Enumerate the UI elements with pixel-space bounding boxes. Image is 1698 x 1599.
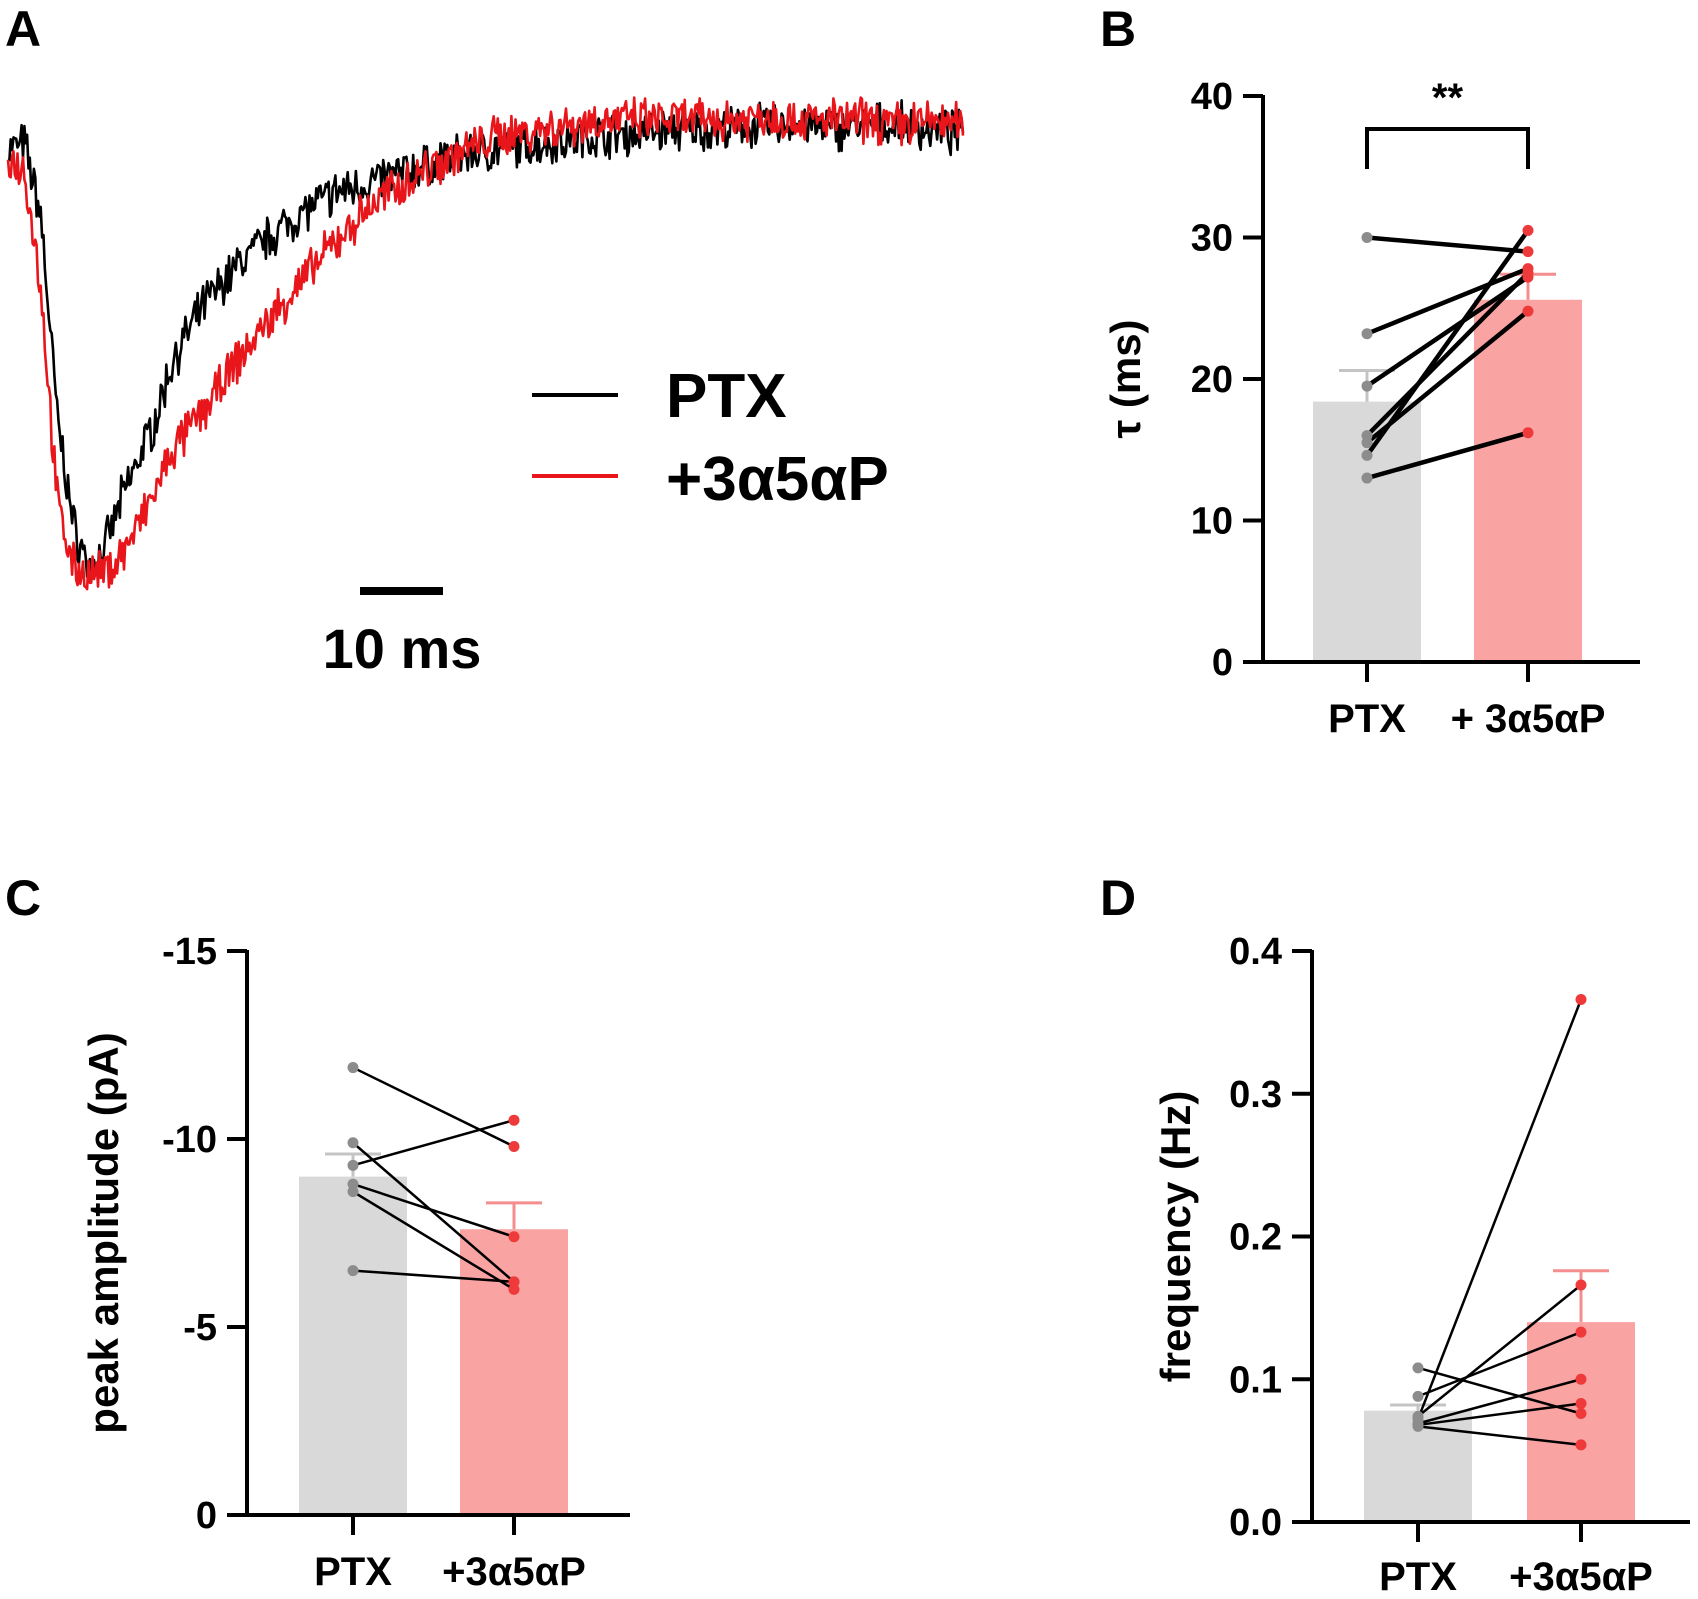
data-point-drug — [1575, 994, 1587, 1006]
x-tick-label: +3α5αP — [442, 1550, 586, 1594]
trace-group — [6, 96, 965, 591]
data-point-ptx — [1361, 449, 1373, 461]
data-point-drug — [508, 1114, 520, 1126]
y-axis-title: peak amplitude (pA) — [80, 1032, 127, 1433]
scale-bar-label: 10 ms — [323, 617, 482, 680]
data-point-ptx — [347, 1265, 359, 1277]
data-point-ptx — [347, 1137, 359, 1149]
data-point-ptx — [1412, 1362, 1424, 1374]
y-tick-label: 0.2 — [1229, 1217, 1282, 1259]
y-tick-label: 30 — [1191, 218, 1233, 260]
data-point-drug — [1522, 427, 1534, 439]
paired-line — [1416, 999, 1583, 1420]
y-axis-title: frequency (Hz) — [1152, 1091, 1199, 1383]
panel-label-b: B — [1100, 1, 1136, 57]
data-point-ptx — [347, 1159, 359, 1171]
paired-line — [352, 1141, 515, 1283]
legend-label-ptx: PTX — [666, 362, 787, 431]
data-point-drug — [508, 1141, 520, 1153]
data-point-drug — [1575, 1373, 1587, 1385]
data-point-drug — [508, 1283, 520, 1295]
paired-line — [1366, 430, 1529, 481]
x-tick-label: PTX — [1328, 697, 1406, 741]
data-point-ptx — [347, 1178, 359, 1190]
data-point-ptx — [1361, 232, 1373, 243]
data-point-drug — [1522, 267, 1534, 279]
bar-drug — [1527, 1322, 1635, 1522]
paired-line — [352, 1118, 515, 1167]
paired-line — [1417, 1402, 1582, 1427]
data-point-drug — [1522, 305, 1534, 317]
panel-b-tau-chart: 0 10 20 30 40 PTX + 3α5αP τ (ms) ** — [1102, 76, 1640, 741]
data-point-ptx — [1361, 437, 1373, 449]
y-tick-label: 0.4 — [1229, 931, 1282, 973]
data-point-drug — [1575, 1398, 1587, 1410]
legend-label-drug: +3α5αP — [666, 445, 889, 514]
y-tick-label: -10 — [162, 1119, 217, 1161]
panel-label-d: D — [1100, 870, 1136, 926]
data-point-drug — [508, 1276, 520, 1288]
panel-label-a: A — [5, 1, 41, 57]
data-point-drug — [1522, 224, 1534, 236]
trace-drug — [6, 96, 965, 591]
paired-line — [1417, 1284, 1582, 1418]
bar-drug — [1474, 299, 1582, 662]
data-point-ptx — [1361, 380, 1373, 392]
y-tick-label: 0.1 — [1229, 1359, 1282, 1401]
paired-line — [1365, 271, 1530, 438]
panel-d-frequency-chart: 0.0 0.1 0.2 0.3 0.4 PTX +3α5αP frequency (Hz) — [1152, 931, 1690, 1599]
panel-label-c: C — [5, 870, 41, 926]
y-tick-label: -5 — [183, 1307, 217, 1349]
data-point-ptx — [1412, 1390, 1424, 1402]
paired-line — [1365, 229, 1530, 457]
paired-line — [1366, 235, 1529, 254]
data-point-drug — [1575, 1408, 1587, 1420]
y-tick-label: 0 — [1212, 642, 1233, 684]
significance-bracket — [1365, 127, 1530, 169]
x-tick-label: PTX — [1379, 1555, 1457, 1599]
data-point-drug — [508, 1231, 520, 1243]
x-tick-label: + 3α5αP — [1451, 697, 1606, 741]
y-tick-label: 0.0 — [1229, 1502, 1282, 1544]
data-point-drug — [1575, 1326, 1587, 1338]
data-point-ptx — [347, 1062, 359, 1074]
paired-line — [352, 1190, 515, 1291]
data-point-drug — [1575, 1279, 1587, 1291]
y-axis-title: τ (ms) — [1102, 319, 1149, 438]
y-tick-label: 0 — [196, 1495, 217, 1537]
y-tick-label: 0.3 — [1229, 1074, 1282, 1116]
y-tick-label: 10 — [1191, 501, 1233, 543]
paired-line — [352, 1182, 515, 1238]
bar-drug — [460, 1229, 568, 1515]
x-tick-label: +3α5αP — [1509, 1555, 1653, 1599]
data-point-ptx — [1412, 1420, 1424, 1432]
significance-label: ** — [1432, 76, 1464, 120]
data-point-drug — [1575, 1439, 1587, 1451]
y-tick-label: 20 — [1191, 359, 1233, 401]
paired-line — [352, 1066, 515, 1148]
data-point-ptx — [347, 1186, 359, 1198]
paired-line — [1417, 1330, 1582, 1398]
paired-line — [1365, 275, 1530, 388]
paired-line — [1417, 1425, 1582, 1447]
paired-line — [352, 1269, 515, 1284]
data-point-ptx — [1361, 328, 1373, 340]
y-tick-label: -15 — [162, 931, 217, 973]
x-tick-label: PTX — [314, 1550, 392, 1594]
bar-ptx — [299, 1176, 407, 1515]
panel-c-amplitude-chart: 0 -5 -10 -15 PTX +3α5αP peak amplitude (pA) — [80, 931, 630, 1594]
panel-a: PTX +3α5αP 10 ms — [6, 96, 965, 680]
paired-line — [1366, 266, 1529, 336]
data-point-drug — [1522, 246, 1534, 258]
paired-line — [1417, 1378, 1582, 1425]
y-tick-label: 40 — [1191, 76, 1233, 118]
data-point-ptx — [1361, 472, 1373, 484]
